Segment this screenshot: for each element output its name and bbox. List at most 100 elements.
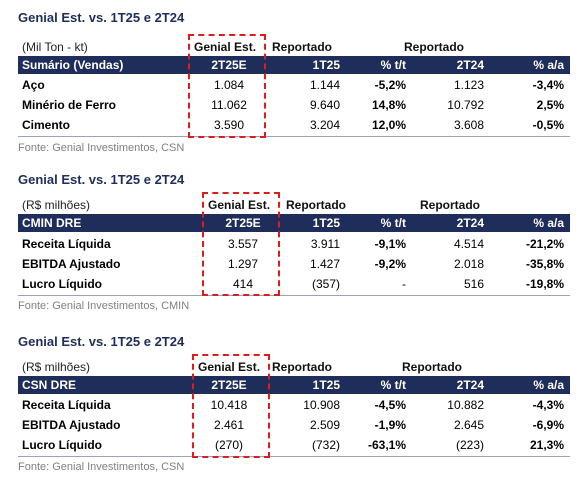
- cell-value: 10.908: [303, 398, 340, 412]
- cell-estimate: 1.297: [227, 257, 259, 271]
- group-header-row: (R$ milhões) Genial Est. Reportado Repor…: [18, 358, 570, 376]
- header-cell: 1T25: [312, 58, 340, 72]
- row-label: EBITDA Ajustado: [22, 418, 121, 432]
- header-cell: 2T24: [456, 216, 484, 230]
- table-bottom-rule: [18, 456, 570, 457]
- table-title: Genial Est. vs. 1T25 e 2T24: [18, 172, 185, 187]
- cell-value: 3.608: [453, 118, 484, 132]
- header-cell: % a/a: [533, 216, 564, 230]
- cell-value: 1.144: [309, 78, 340, 92]
- cell-value: 2.509: [309, 418, 340, 432]
- unit-label: (R$ milhões): [22, 360, 91, 374]
- table-block-1: Genial Est. vs. 1T25 e 2T24 (Mil Ton - k…: [18, 10, 570, 160]
- source-note: Fonte: Genial Investimentos, CSN: [18, 142, 185, 154]
- table-row: Aço 1.084 1.144 -5,2% 1.123 -3,4%: [18, 75, 570, 95]
- cell-pct: -3,4%: [532, 78, 564, 92]
- table-title: Genial Est. vs. 1T25 e 2T24: [18, 334, 185, 349]
- estimate-highlight-box: [202, 192, 280, 296]
- header-cell: % a/a: [533, 58, 564, 72]
- header-cell: % t/t: [380, 58, 406, 72]
- table-row: EBITDA Ajustado 1.297 1.427 -9,2% 2.018 …: [18, 254, 570, 274]
- cell-value: 10.882: [447, 398, 484, 412]
- table-row: Receita Líquida 10.418 10.908 -4,5% 10.8…: [18, 395, 570, 415]
- cell-value: (223): [455, 438, 484, 452]
- header-cell: 2T25E: [211, 58, 247, 72]
- header-cell: % t/t: [380, 378, 406, 392]
- cell-value: 1.123: [453, 78, 484, 92]
- cell-pct: -21,2%: [525, 237, 564, 251]
- cell-pct: 2,5%: [536, 98, 564, 112]
- table-row: Lucro Líquido 414 (357) - 516 -19,8%: [18, 274, 570, 294]
- reported-group-label-2: Reportado: [402, 360, 462, 374]
- cell-estimate: 10.418: [210, 398, 248, 412]
- cell-estimate: 3.557: [227, 237, 259, 251]
- cell-pct: -0,5%: [532, 118, 564, 132]
- cell-pct: -5,2%: [374, 78, 406, 92]
- cell-estimate: 2.461: [213, 418, 245, 432]
- row-label: Minério de Ferro: [22, 98, 117, 112]
- cell-pct: -1,9%: [374, 418, 406, 432]
- table-header-row: CMIN DRE 2T25E 1T25 % t/t 2T24 % a/a: [18, 214, 570, 232]
- estimate-highlight-box: [188, 34, 266, 138]
- row-label: Lucro Líquido: [22, 438, 102, 452]
- table-block-2: Genial Est. vs. 1T25 e 2T24 (R$ milhões)…: [18, 172, 570, 322]
- cell-pct: -: [402, 277, 406, 291]
- group-header-row: (R$ milhões) Genial Est. Reportado Repor…: [18, 196, 570, 214]
- cell-pct: -19,8%: [525, 277, 564, 291]
- table-bottom-rule: [18, 295, 570, 296]
- reported-group-label-2: Reportado: [404, 40, 464, 54]
- header-cell: 1T25: [312, 378, 340, 392]
- row-label: Lucro Líquido: [22, 277, 102, 291]
- estimate-group-label: Genial Est.: [198, 360, 261, 374]
- cell-value: 9.640: [309, 98, 340, 112]
- source-note: Fonte: Genial Investimentos, CMIN: [18, 300, 190, 312]
- reported-group-label-2: Reportado: [420, 198, 480, 212]
- header-cell: Sumário (Vendas): [22, 58, 124, 72]
- table-row: Cimento 3.590 3.204 12,0% 3.608 -0,5%: [18, 115, 570, 135]
- cell-value: 4.514: [453, 237, 484, 251]
- header-cell: 2T25E: [211, 378, 247, 392]
- cell-pct: -6,9%: [532, 418, 564, 432]
- cell-pct: -4,3%: [532, 398, 564, 412]
- row-label: Receita Líquida: [22, 237, 111, 251]
- unit-label: (R$ milhões): [22, 198, 91, 212]
- table-block-3: Genial Est. vs. 1T25 e 2T24 (R$ milhões)…: [18, 334, 570, 484]
- cell-value: 3.204: [309, 118, 340, 132]
- header-cell: CSN DRE: [22, 378, 77, 392]
- group-header-row: (Mil Ton - kt) Genial Est. Reportado Rep…: [18, 38, 570, 56]
- cell-estimate: 1.084: [213, 78, 245, 92]
- row-label: Aço: [22, 78, 45, 92]
- cell-value: 3.911: [310, 237, 340, 251]
- unit-label: (Mil Ton - kt): [22, 40, 88, 54]
- source-note: Fonte: Genial Investimentos, CSN: [18, 461, 185, 473]
- table-row: Minério de Ferro 11.062 9.640 14,8% 10.7…: [18, 95, 570, 115]
- estimate-group-label: Genial Est.: [194, 40, 257, 54]
- header-cell: 2T24: [456, 58, 484, 72]
- header-cell: 2T25E: [225, 216, 261, 230]
- cell-pct: -9,1%: [374, 237, 406, 251]
- cell-value: 1.427: [309, 257, 340, 271]
- cell-pct: -35,8%: [525, 257, 564, 271]
- estimate-highlight-box: [192, 354, 270, 458]
- header-cell: 1T25: [312, 216, 340, 230]
- cell-pct: 12,0%: [371, 118, 406, 132]
- table-row: EBITDA Ajustado 2.461 2.509 -1,9% 2.645 …: [18, 415, 570, 435]
- cell-pct: -4,5%: [374, 398, 406, 412]
- cell-pct: -9,2%: [374, 257, 406, 271]
- reported-group-label-1: Reportado: [272, 360, 332, 374]
- cell-value: (732): [311, 438, 340, 452]
- cell-estimate: (270): [214, 438, 243, 452]
- row-label: EBITDA Ajustado: [22, 257, 121, 271]
- table-header-row: CSN DRE 2T25E 1T25 % t/t 2T24 % a/a: [18, 376, 570, 394]
- header-cell: CMIN DRE: [22, 216, 82, 230]
- cell-value: 516: [463, 277, 484, 291]
- table-header-row: Sumário (Vendas) 2T25E 1T25 % t/t 2T24 %…: [18, 56, 570, 74]
- cell-value: 2.645: [453, 418, 484, 432]
- table-row: Receita Líquida 3.557 3.911 -9,1% 4.514 …: [18, 234, 570, 254]
- reported-group-label-1: Reportado: [286, 198, 346, 212]
- cell-value: 2.018: [453, 257, 484, 271]
- estimate-group-label: Genial Est.: [208, 198, 271, 212]
- cell-pct: 21,3%: [529, 438, 564, 452]
- table-title: Genial Est. vs. 1T25 e 2T24: [18, 10, 185, 25]
- cell-estimate: 414: [232, 277, 254, 291]
